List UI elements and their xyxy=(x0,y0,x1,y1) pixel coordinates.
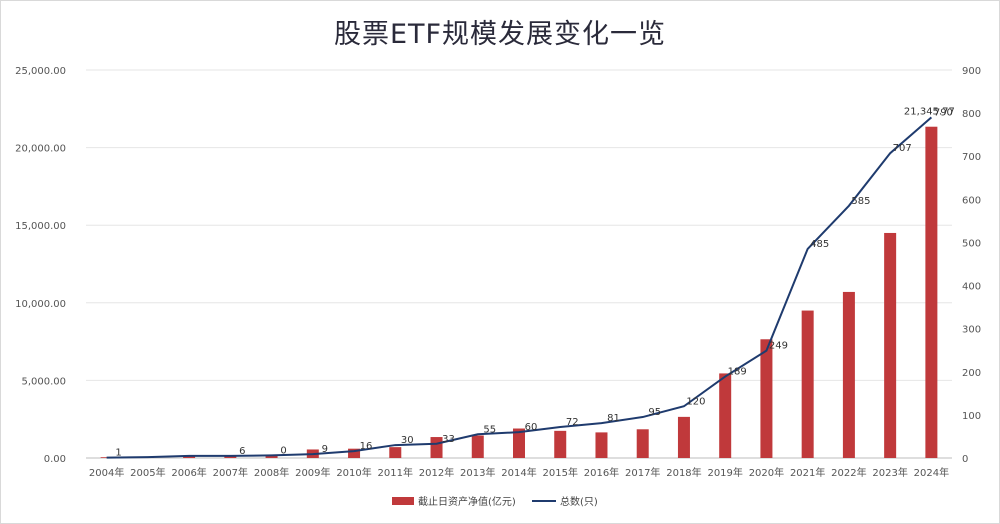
chart-title: 股票ETF规模发展变化一览 xyxy=(333,19,667,50)
x-tick-label: 2010年 xyxy=(336,466,371,479)
bar xyxy=(554,430,567,458)
bar xyxy=(100,457,113,458)
line-point-label: 249 xyxy=(769,341,788,352)
bar xyxy=(224,456,237,458)
right-tick-label: 200 xyxy=(962,368,981,379)
line-point-label: 30 xyxy=(401,435,414,446)
bar xyxy=(430,437,443,458)
bar xyxy=(925,126,938,458)
x-tick-label: 2011年 xyxy=(378,466,413,479)
x-tick-label: 2004年 xyxy=(89,466,124,479)
right-tick-label: 900 xyxy=(962,66,981,77)
bar-series xyxy=(100,126,938,458)
x-tick-label: 2012年 xyxy=(419,466,454,479)
right-axis-ticks: 0 100 200 300 400 500 600 700 800 900 xyxy=(962,66,981,465)
x-tick-label: 2022年 xyxy=(831,466,866,479)
left-tick-label: 25,000.00 xyxy=(15,66,66,77)
x-tick-label: 2016年 xyxy=(584,466,619,479)
line-point-label: 81 xyxy=(607,413,620,424)
line-point-label: 33 xyxy=(442,434,455,445)
bar xyxy=(348,448,361,458)
left-tick-label: 20,000.00 xyxy=(15,144,66,155)
x-tick-label: 2021年 xyxy=(790,466,825,479)
line-point-label: 55 xyxy=(483,424,496,435)
bar xyxy=(595,432,608,458)
right-tick-label: 500 xyxy=(962,238,981,249)
right-tick-label: 300 xyxy=(962,325,981,336)
x-tick-label: 2019年 xyxy=(707,466,742,479)
bar xyxy=(513,428,525,458)
right-tick-label: 400 xyxy=(962,282,981,293)
line-point-label: 585 xyxy=(851,196,870,207)
line-point-label: 707 xyxy=(893,143,912,154)
right-tick-label: 600 xyxy=(962,195,981,206)
x-tick-label: 2008年 xyxy=(254,466,289,479)
x-tick-label: 2017年 xyxy=(625,466,660,479)
x-tick-label: 2009年 xyxy=(295,466,330,479)
line-point-label: 1 xyxy=(115,448,121,459)
right-tick-label: 800 xyxy=(962,109,981,120)
x-tick-label: 2018年 xyxy=(666,466,701,479)
bar xyxy=(760,339,773,458)
x-tick-label: 2020年 xyxy=(749,466,784,479)
line-point-label: 485 xyxy=(810,239,829,250)
legend-line-label: 总数(只) xyxy=(560,495,598,508)
bar xyxy=(842,291,855,458)
bar xyxy=(265,454,278,458)
bar xyxy=(677,416,690,458)
x-tick-label: 2007年 xyxy=(213,466,248,479)
line-point-label: 72 xyxy=(566,417,579,428)
x-axis-ticks: 2004年 2005年 2006年 2007年 2008年 2009年 2010年 2011年… xyxy=(89,466,949,479)
bar xyxy=(719,373,732,458)
left-axis-ticks: 0.00 5,000.00 10,000.00 15,000.00 20,000.00 2… xyxy=(15,66,66,465)
left-tick-label: 15,000.00 xyxy=(15,221,66,232)
line-point-label: 0 xyxy=(280,445,286,456)
bar xyxy=(636,429,649,458)
x-tick-label: 2005年 xyxy=(130,466,165,479)
left-tick-label: 10,000.00 xyxy=(15,299,66,310)
line-path xyxy=(106,116,933,459)
bar xyxy=(389,447,402,458)
legend-bar-swatch xyxy=(392,497,414,505)
bar-value-label: 21,345.77 xyxy=(904,107,955,118)
line-point-label: 120 xyxy=(686,396,705,407)
bar xyxy=(884,232,897,458)
x-tick-label: 2013年 xyxy=(460,466,495,479)
right-tick-label: 700 xyxy=(962,152,981,163)
bar xyxy=(801,310,814,458)
x-tick-label: 2024年 xyxy=(914,466,949,479)
grid-lines xyxy=(86,69,952,459)
line-point-label: 790 xyxy=(934,107,953,118)
left-tick-label: 5,000.00 xyxy=(21,376,66,387)
x-tick-label: 2015年 xyxy=(543,466,578,479)
x-tick-label: 2014年 xyxy=(501,466,536,479)
line-point-label: 16 xyxy=(360,441,373,452)
x-tick-label: 2006年 xyxy=(171,466,206,479)
line-series xyxy=(106,116,933,459)
bar xyxy=(471,435,484,458)
line-point-label: 95 xyxy=(648,407,661,418)
right-tick-label: 0 xyxy=(962,454,968,465)
x-tick-label: 2023年 xyxy=(872,466,907,479)
right-tick-label: 100 xyxy=(962,411,981,422)
line-point-label: 9 xyxy=(322,444,328,455)
line-point-label: 6 xyxy=(239,446,245,457)
legend: 截止日资产净值(亿元) 总数(只) xyxy=(392,495,598,508)
line-point-label: 60 xyxy=(525,422,538,433)
legend-bar-label: 截止日资产净值(亿元) xyxy=(418,495,516,508)
left-tick-label: 0.00 xyxy=(44,454,66,465)
line-point-label: 189 xyxy=(728,367,747,378)
